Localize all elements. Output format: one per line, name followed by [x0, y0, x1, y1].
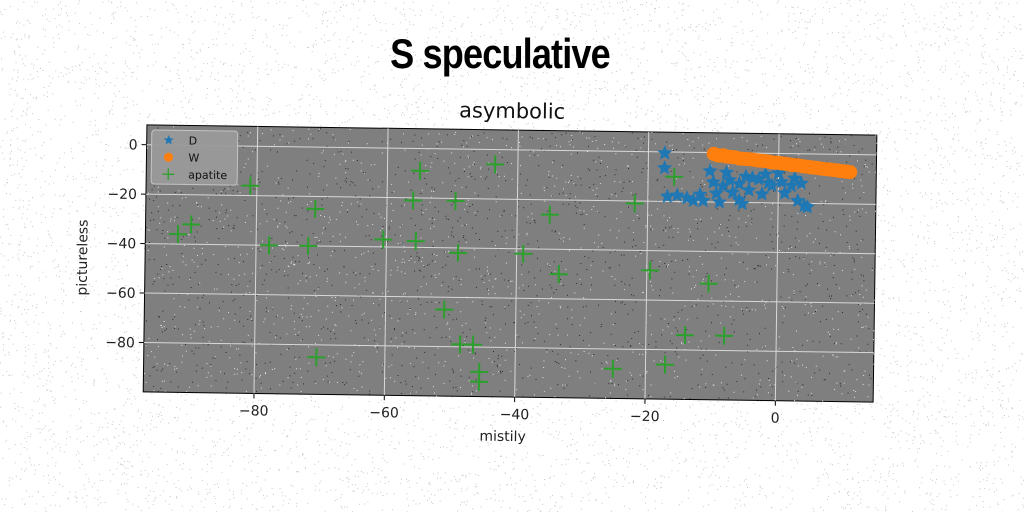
x-axis-label: mistily: [479, 429, 526, 446]
legend-label-apatite: apatite: [188, 168, 227, 182]
x-tick-label: −40: [500, 407, 530, 423]
chart-title: asymbolic: [459, 98, 565, 123]
x-tick-label: −60: [369, 405, 399, 421]
legend-label-D: D: [189, 135, 198, 148]
y-tick-label: −80: [105, 335, 135, 351]
y-tick-label: −40: [107, 236, 137, 252]
legend-label-W: W: [188, 152, 199, 165]
axes-group: −80 −60 −40 −20 0 0 −20 −40 −60 −80 mistily picture…: [73, 93, 878, 450]
y-tick-label: 0: [129, 137, 138, 153]
y-tick-label: −20: [107, 187, 137, 203]
x-tick-label: −80: [239, 403, 269, 419]
y-tick-label: −60: [106, 285, 136, 301]
x-tick-label: 0: [771, 411, 780, 427]
x-tick-label: −20: [630, 409, 660, 425]
y-axis-label: pictureless: [75, 219, 92, 295]
